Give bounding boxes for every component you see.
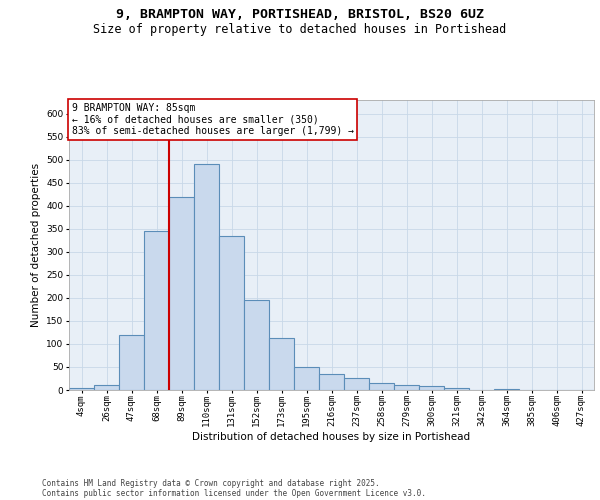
Bar — [244, 300, 269, 390]
Bar — [369, 382, 394, 390]
Bar — [394, 386, 419, 390]
Text: 9, BRAMPTON WAY, PORTISHEAD, BRISTOL, BS20 6UZ: 9, BRAMPTON WAY, PORTISHEAD, BRISTOL, BS… — [116, 8, 484, 20]
Text: Size of property relative to detached houses in Portishead: Size of property relative to detached ho… — [94, 22, 506, 36]
Bar — [344, 378, 369, 390]
Y-axis label: Number of detached properties: Number of detached properties — [31, 163, 41, 327]
Bar — [294, 367, 319, 390]
Bar — [119, 335, 144, 390]
Text: 9 BRAMPTON WAY: 85sqm
← 16% of detached houses are smaller (350)
83% of semi-det: 9 BRAMPTON WAY: 85sqm ← 16% of detached … — [71, 103, 353, 136]
Text: Contains public sector information licensed under the Open Government Licence v3: Contains public sector information licen… — [42, 488, 426, 498]
Bar — [319, 374, 344, 390]
Bar — [269, 338, 294, 390]
Bar — [144, 231, 169, 390]
Bar — [69, 388, 94, 390]
X-axis label: Distribution of detached houses by size in Portishead: Distribution of detached houses by size … — [193, 432, 470, 442]
Bar — [194, 164, 219, 390]
Text: Contains HM Land Registry data © Crown copyright and database right 2025.: Contains HM Land Registry data © Crown c… — [42, 478, 380, 488]
Bar — [169, 196, 194, 390]
Bar — [219, 236, 244, 390]
Bar — [444, 388, 469, 390]
Bar — [94, 386, 119, 390]
Bar — [419, 386, 444, 390]
Bar — [494, 388, 519, 390]
